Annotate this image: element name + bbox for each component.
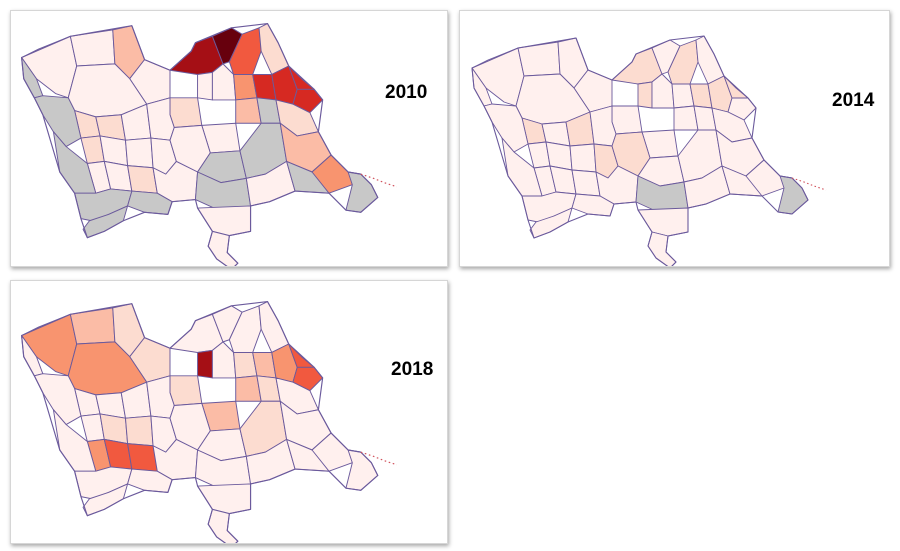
county-b3 <box>637 81 653 109</box>
county-d3 <box>569 143 597 173</box>
county-d3 <box>125 415 154 447</box>
map-panel-2018: 2018 <box>10 280 448 544</box>
county-b3 <box>197 71 213 101</box>
county-c4 <box>146 97 175 141</box>
county-e3 <box>571 169 601 197</box>
county-b2 <box>611 105 643 135</box>
county-b9 <box>727 97 757 121</box>
county-b9 <box>292 366 324 392</box>
county-b2 <box>169 375 203 406</box>
year-label-2018: 2018 <box>391 359 434 380</box>
choropleth-map-2018 <box>21 301 398 543</box>
choropleth-map-2010 <box>21 23 398 266</box>
map-panel-2010: 2010 <box>10 10 448 267</box>
year-label-2014: 2014 <box>832 90 875 111</box>
county-a8 <box>258 23 290 75</box>
choropleth-map-2014 <box>471 35 827 266</box>
county-c4 <box>146 375 175 419</box>
county-c4 <box>589 105 617 147</box>
state-outline <box>21 301 379 543</box>
county-b2 <box>169 97 203 128</box>
state-outline <box>21 23 379 266</box>
map-regions-2010 <box>21 23 398 266</box>
map-regions-2014 <box>471 35 827 266</box>
county-f2 <box>647 231 677 266</box>
map-regions-2018 <box>21 301 398 543</box>
county-west-coast-a <box>33 373 82 426</box>
county-a8 <box>695 35 725 85</box>
county-e3 <box>127 165 158 194</box>
year-label-2010: 2010 <box>385 82 428 103</box>
county-west-coast-a <box>483 103 529 153</box>
county-d3 <box>125 137 154 169</box>
county-b9 <box>292 88 324 114</box>
county-a8 <box>258 301 290 353</box>
county-west-coast-a <box>33 95 82 148</box>
county-e3 <box>127 443 158 472</box>
county-f2 <box>207 508 239 543</box>
county-f2 <box>207 230 239 266</box>
state-outline <box>471 35 809 266</box>
county-b3 <box>197 349 213 379</box>
map-panel-2014: 2014 <box>459 10 890 267</box>
